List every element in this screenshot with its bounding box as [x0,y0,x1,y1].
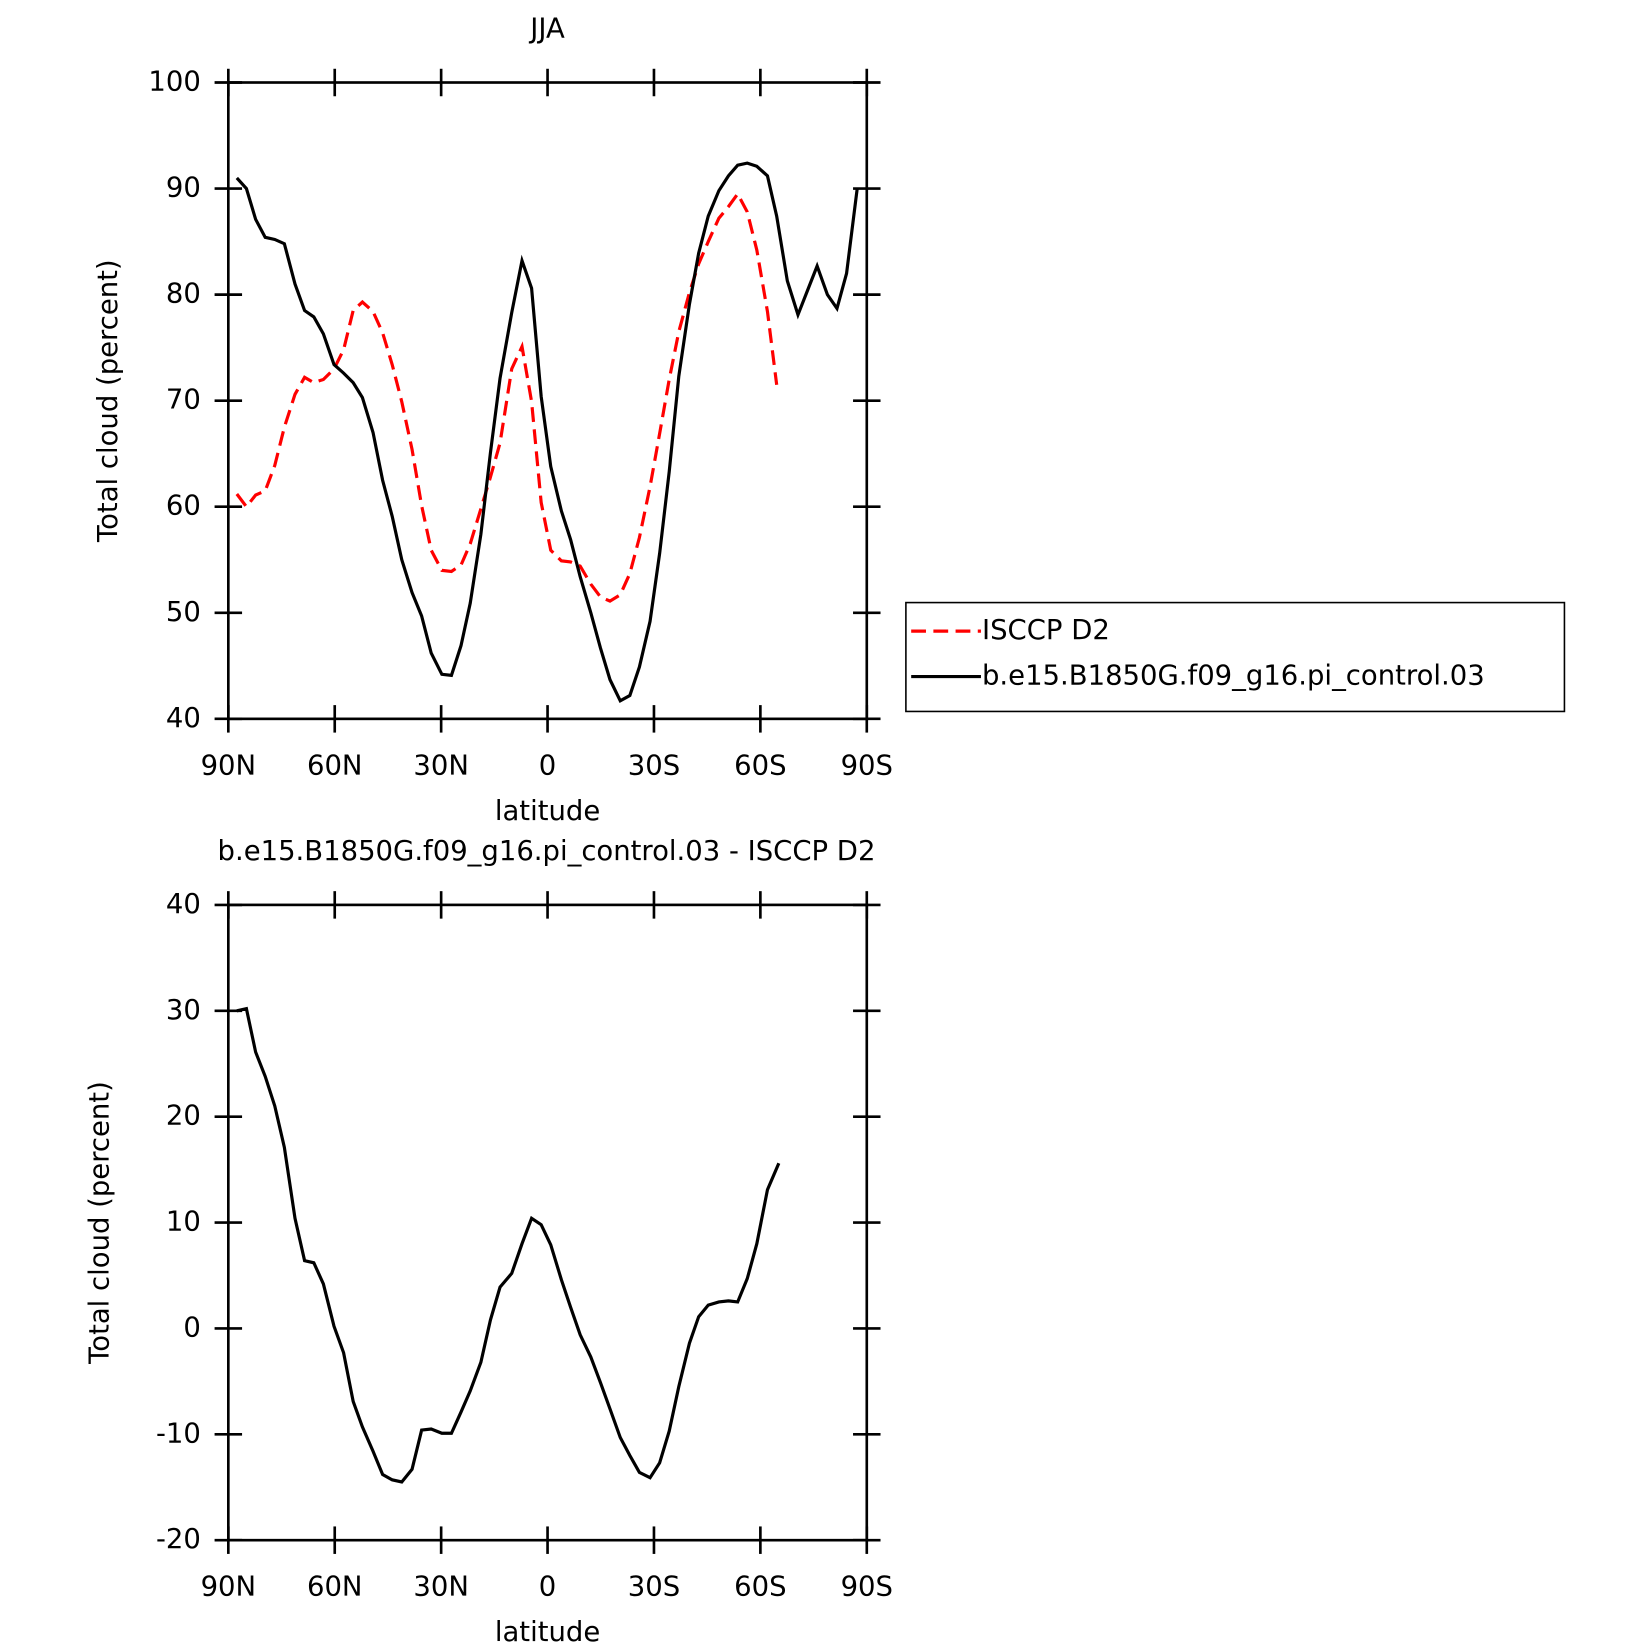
y-tick-label: 0 [183,1311,200,1343]
y-axis-label: Total cloud (percent) [92,259,124,543]
x-tick-label: 90N [201,1571,257,1603]
y-tick-label: 60 [166,490,201,522]
chart-title: JJA [528,13,565,45]
x-tick-label: 60S [734,1571,786,1603]
y-tick-label: -10 [156,1417,201,1449]
y-tick-label: 80 [166,278,201,310]
y-axis-label: Total cloud (percent) [83,1081,115,1365]
x-tick-label: 60N [307,1571,363,1603]
data-line [236,1006,781,1484]
plot-frame [227,903,869,1542]
legend-label: ISCCP D2 [982,614,1110,646]
y-tick-label: 10 [166,1206,201,1238]
y-tick-label: 100 [148,66,200,98]
y-tick-label: 50 [166,596,201,628]
legend-label: b.e15.B1850G.f09_g16.pi_control.03 [982,660,1485,692]
x-tick-label: 0 [539,1571,556,1603]
data-line [235,161,859,704]
y-tick-label: -20 [156,1523,201,1555]
y-tick-label: 70 [166,384,201,416]
x-tick-label: 60S [734,749,786,781]
x-tick-label: 30S [628,1571,680,1603]
y-tick-label: 40 [166,702,201,734]
plot-frame [227,81,869,721]
y-tick-label: 20 [166,1100,201,1132]
x-tick-label: 0 [539,749,556,781]
y-tick-label: 90 [166,172,201,204]
data-line [235,190,779,603]
x-axis-label: latitude [495,1616,600,1647]
x-tick-label: 30N [413,1571,469,1603]
x-axis-label: latitude [495,795,600,827]
legend-box [905,601,1566,713]
x-tick-label: 60N [307,749,363,781]
x-tick-label: 30N [413,749,469,781]
x-tick-label: 90S [841,749,893,781]
x-tick-label: 30S [628,749,680,781]
y-tick-label: 40 [166,888,201,920]
y-tick-label: 30 [166,994,201,1026]
chart-title: b.e15.B1850G.f09_g16.pi_control.03 - ISC… [218,835,876,867]
x-tick-label: 90N [201,749,257,781]
x-tick-label: 90S [841,1571,893,1603]
